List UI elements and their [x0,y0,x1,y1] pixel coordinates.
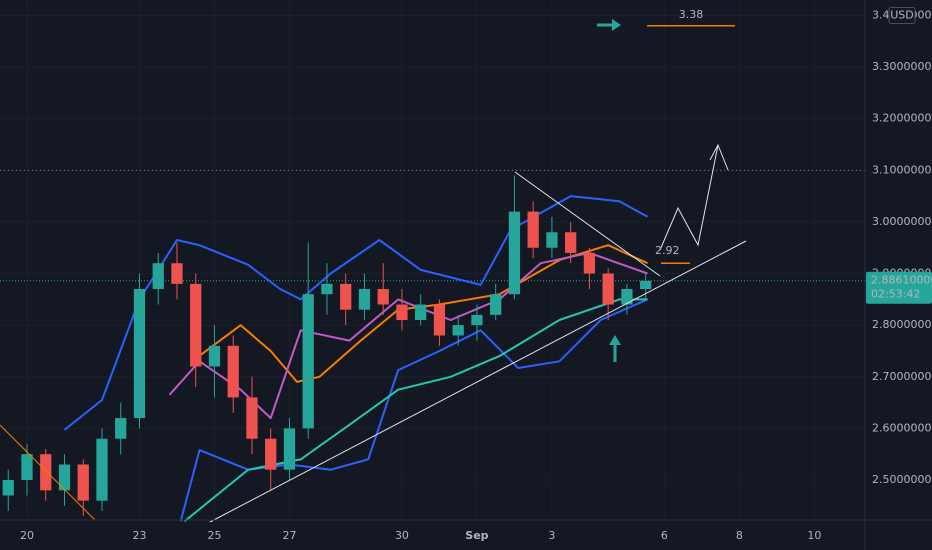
projection-arrowhead [709,143,729,171]
candle-body [583,252,596,274]
candle-body [565,232,577,253]
candle-body [133,289,146,419]
candle-body [471,314,483,326]
x-tick-label: 8 [736,529,743,542]
candle-body [602,273,614,305]
y-tick-label: 3.00000000 [872,215,932,228]
candle-body [302,294,314,429]
x-tick-label: 10 [807,529,821,542]
y-tick-label: 2.50000000 [872,473,932,486]
candle-body [283,428,296,470]
level-label: 2.92 [655,244,680,257]
x-tick-label: 20 [20,529,34,542]
y-tick-label: 2.80000000 [872,318,932,331]
drawings: 3.38 2.92 [0,8,747,523]
last-price-label: 2.88610000 [871,274,932,287]
candle-body [21,454,33,480]
projection-path [659,144,719,251]
arrow-right [597,19,621,31]
candle-body [265,438,277,470]
candle-body [415,304,427,320]
candle-body [490,294,502,315]
candle-body [58,464,71,491]
y-tick-label: 3.10000000 [872,163,932,176]
candle-body [190,283,202,367]
x-tick-label: 25 [207,529,221,542]
currency-label: USD [890,8,914,21]
candle-body [546,232,558,248]
triangle-line [514,171,661,277]
candle-body [433,304,446,336]
trend-line [209,240,747,523]
x-tick-label: 30 [395,529,409,542]
candle-body [321,283,333,295]
currency-badge [888,6,916,24]
trend-line [0,424,96,521]
candle-body [396,304,408,320]
level-label: 3.38 [679,8,704,21]
x-tick-label: 3 [548,529,555,542]
y-tick-label: 3.20000000 [872,112,932,125]
candle-body [640,280,652,290]
candle-body [377,289,389,305]
candle-body [2,480,14,496]
y-tick-label: 3.30000000 [872,60,932,73]
candle-body [152,263,164,290]
candle-body [171,263,183,284]
candle-body [96,438,108,501]
y-tick-label: 2.70000000 [872,370,932,383]
candle-body [452,325,464,336]
candle-body [115,418,127,439]
candle-body [340,283,352,310]
x-tick-label: 23 [132,529,146,542]
y-tick-label: 2.60000000 [872,421,932,434]
last-price-badge [866,271,932,304]
candles [2,175,652,517]
countdown: 02:53:42 [871,288,920,301]
candle-body [358,289,371,310]
candle-body [208,345,221,367]
candle-body [40,454,52,491]
x-tick-label: 27 [282,529,296,542]
candle-body [621,289,633,305]
candle-body [77,464,89,501]
candle-body [227,345,239,398]
x-tick-label: Sep [465,529,488,542]
candle-body [508,211,521,295]
price-axis-background [865,0,932,520]
x-tick-label: 6 [661,529,668,542]
candle-body [527,211,539,248]
arrow-up [609,335,621,362]
candle-body [246,397,258,439]
